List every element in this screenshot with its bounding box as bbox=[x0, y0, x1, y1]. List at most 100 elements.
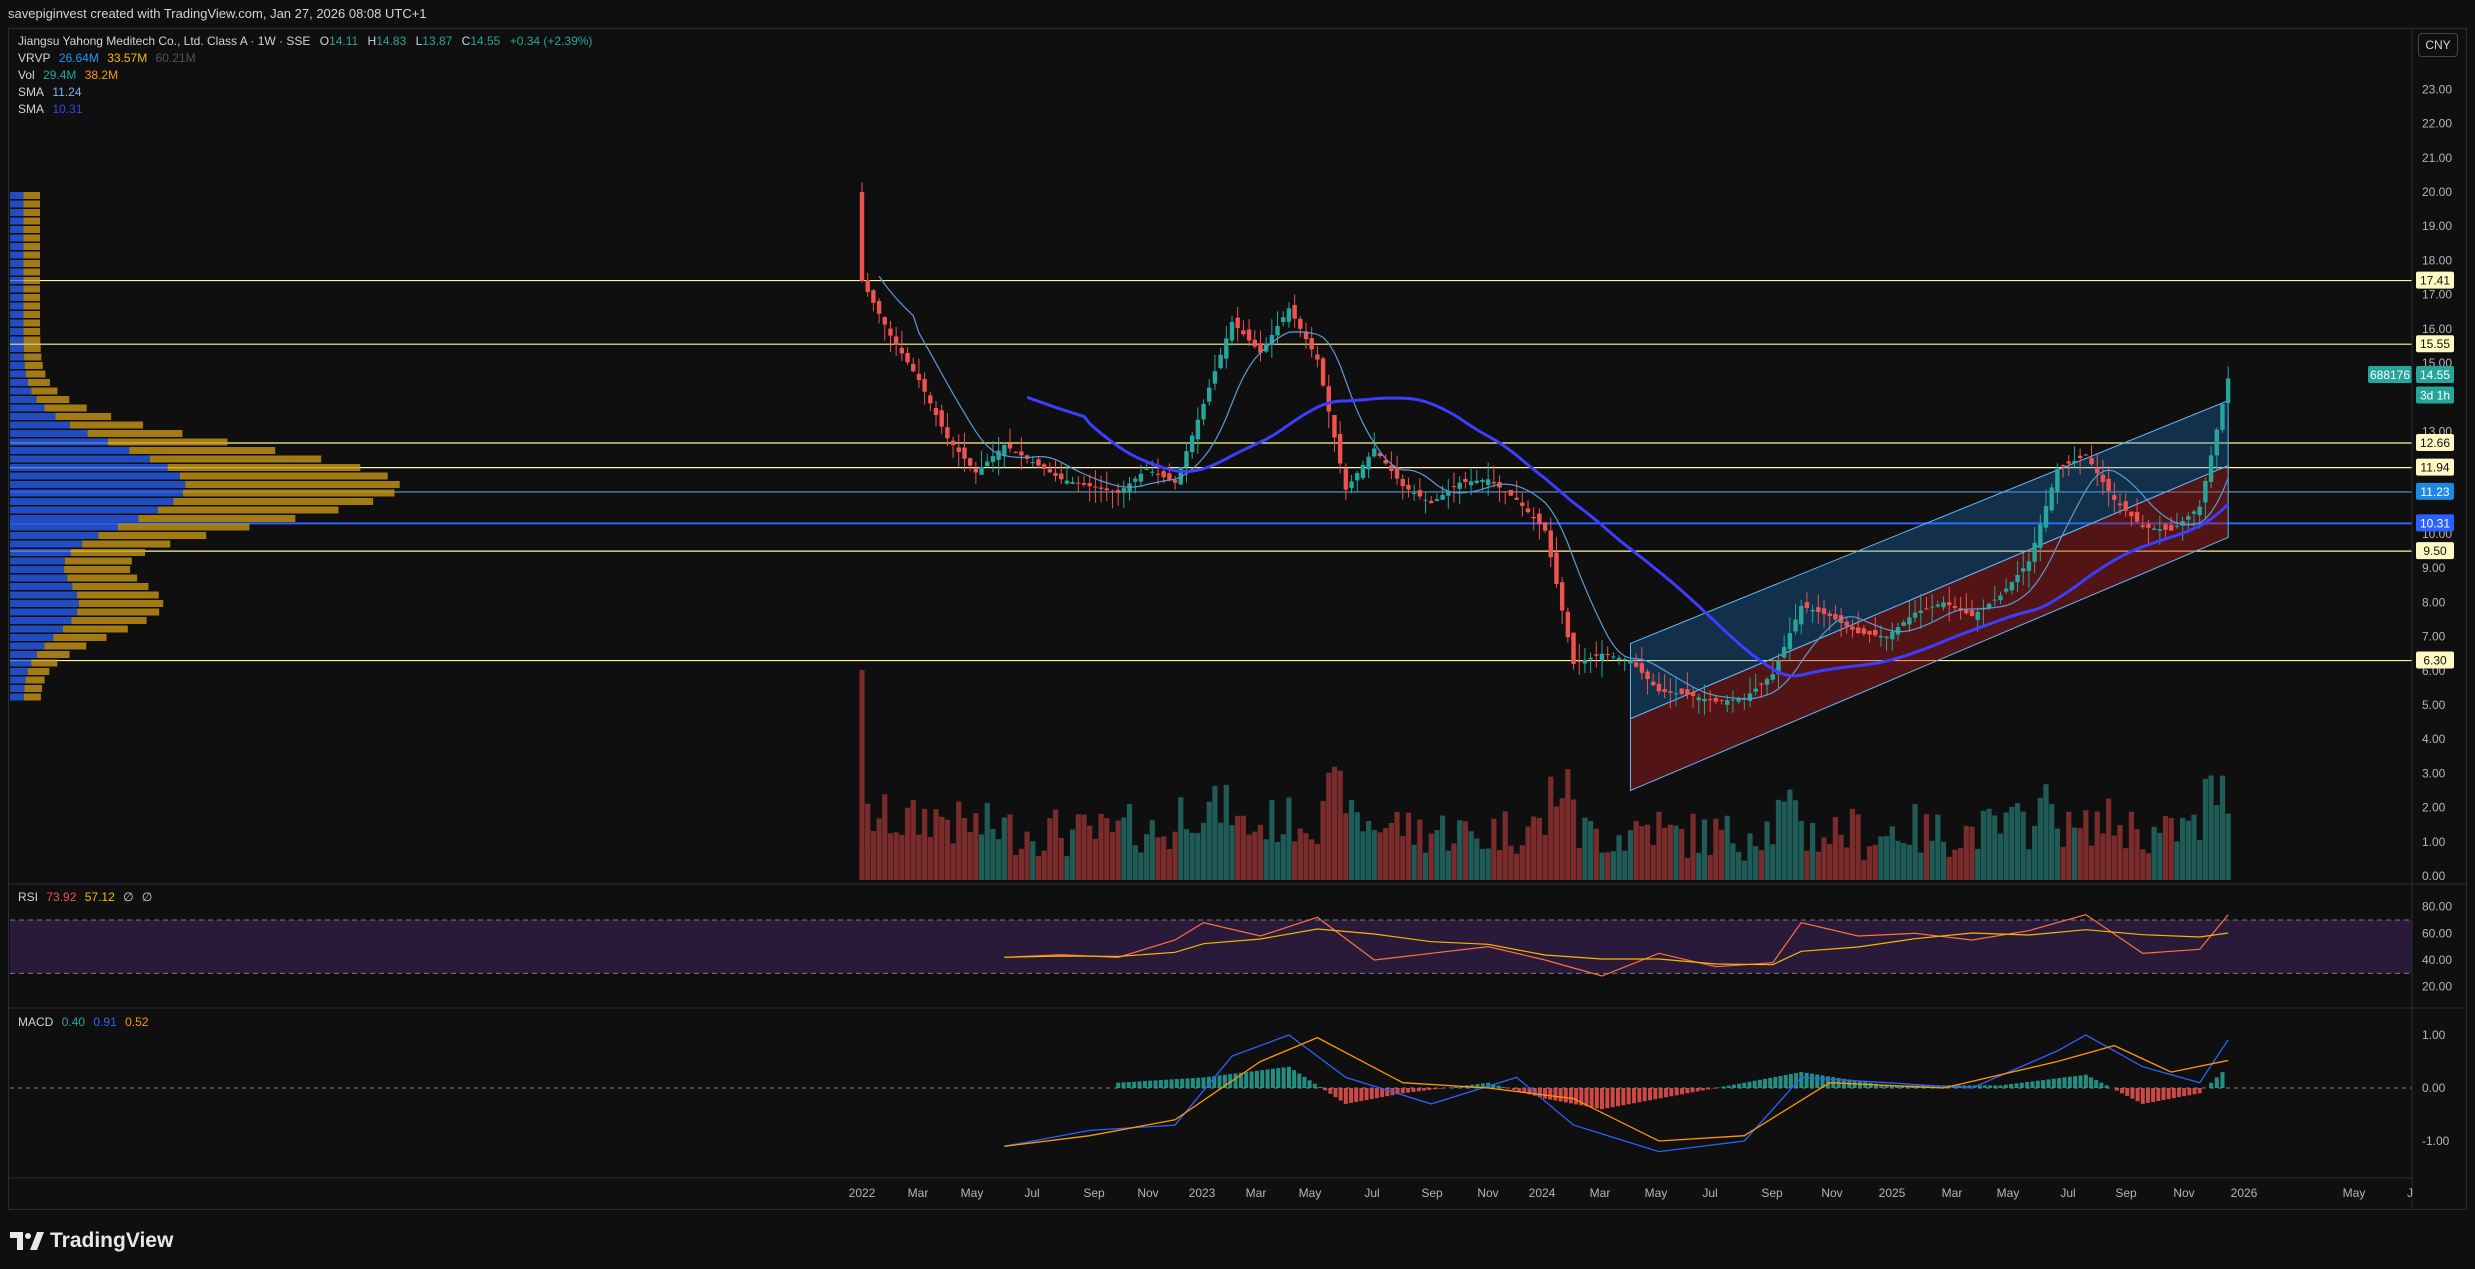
candle-body[interactable] bbox=[1059, 473, 1064, 480]
candle-body[interactable] bbox=[2134, 512, 2140, 522]
candle-body[interactable] bbox=[1685, 689, 1690, 695]
candle-body[interactable] bbox=[1571, 632, 1576, 664]
candle-body[interactable] bbox=[1912, 612, 1918, 618]
candle-body[interactable] bbox=[1104, 488, 1109, 491]
candle-body[interactable] bbox=[1172, 480, 1178, 483]
candle-body[interactable] bbox=[1332, 414, 1337, 438]
candle-body[interactable] bbox=[1064, 480, 1070, 484]
candle-body[interactable] bbox=[1855, 627, 1861, 634]
candle-body[interactable] bbox=[1992, 599, 1997, 601]
candle-body[interactable] bbox=[2055, 469, 2060, 493]
candle-body[interactable] bbox=[2095, 467, 2100, 474]
candle-body[interactable] bbox=[2203, 480, 2208, 503]
candle-body[interactable] bbox=[962, 447, 967, 459]
candle-body[interactable] bbox=[1007, 443, 1013, 449]
candle-body[interactable] bbox=[2208, 455, 2214, 482]
candle-body[interactable] bbox=[1759, 683, 1764, 685]
candle-body[interactable] bbox=[1753, 688, 1758, 692]
vrvp-legend-row[interactable]: VRVP 26.64M 33.57M 60.21M bbox=[18, 50, 592, 67]
candle-body[interactable] bbox=[1616, 657, 1622, 661]
candle-body[interactable] bbox=[1343, 468, 1349, 490]
candle-body[interactable] bbox=[1696, 697, 1701, 701]
candle-body[interactable] bbox=[1673, 693, 1679, 695]
candle-body[interactable] bbox=[1377, 452, 1383, 457]
candle-body[interactable] bbox=[1298, 318, 1303, 329]
candle-body[interactable] bbox=[1115, 490, 1121, 493]
candle-body[interactable] bbox=[1577, 660, 1582, 662]
candle-body[interactable] bbox=[1144, 469, 1149, 471]
candle-body[interactable] bbox=[1924, 608, 1929, 610]
candle-body[interactable] bbox=[973, 468, 979, 473]
candle-body[interactable] bbox=[1622, 659, 1627, 661]
candle-body[interactable] bbox=[1013, 451, 1018, 453]
candle-body[interactable] bbox=[1935, 604, 1941, 607]
candle-body[interactable] bbox=[2220, 404, 2225, 430]
candle-body[interactable] bbox=[1781, 646, 1787, 658]
candle-body[interactable] bbox=[1019, 451, 1024, 456]
candle-body[interactable] bbox=[1127, 483, 1132, 493]
candle-body[interactable] bbox=[893, 336, 899, 345]
candle-body[interactable] bbox=[1651, 681, 1656, 686]
candle-body[interactable] bbox=[1303, 331, 1309, 340]
candle-body[interactable] bbox=[2100, 474, 2106, 483]
candle-body[interactable] bbox=[2151, 528, 2157, 530]
candle-body[interactable] bbox=[2106, 478, 2111, 491]
candle-body[interactable] bbox=[1599, 653, 1605, 661]
candle-body[interactable] bbox=[911, 363, 916, 372]
candle-body[interactable] bbox=[1041, 464, 1047, 470]
candle-body[interactable] bbox=[1167, 473, 1172, 480]
candle-body[interactable] bbox=[1804, 602, 1810, 608]
candle-body[interactable] bbox=[2089, 457, 2094, 465]
candle-body[interactable] bbox=[1668, 691, 1673, 693]
candle-body[interactable] bbox=[1281, 317, 1286, 323]
candle-body[interactable] bbox=[1816, 607, 1821, 612]
candle-body[interactable] bbox=[1582, 659, 1588, 664]
candle-body[interactable] bbox=[2112, 495, 2117, 500]
candle-body[interactable] bbox=[922, 379, 927, 392]
candle-body[interactable] bbox=[1929, 606, 1935, 608]
candle-body[interactable] bbox=[1941, 602, 1946, 608]
candle-body[interactable] bbox=[1776, 660, 1781, 675]
candle-body[interactable] bbox=[1810, 609, 1815, 612]
candle-body[interactable] bbox=[1189, 435, 1195, 453]
candle-body[interactable] bbox=[1679, 688, 1684, 695]
candle-body[interactable] bbox=[1884, 636, 1889, 639]
candle-body[interactable] bbox=[1548, 530, 1553, 558]
candle-body[interactable] bbox=[2021, 568, 2026, 572]
candle-body[interactable] bbox=[1383, 459, 1388, 464]
candle-body[interactable] bbox=[2043, 505, 2049, 528]
candle-body[interactable] bbox=[1349, 481, 1354, 489]
candle-body[interactable] bbox=[2060, 465, 2066, 467]
candle-body[interactable] bbox=[996, 450, 1001, 460]
candle-body[interactable] bbox=[1873, 629, 1878, 636]
candle-body[interactable] bbox=[1150, 471, 1155, 473]
candle-body[interactable] bbox=[1485, 479, 1491, 486]
candle-body[interactable] bbox=[1525, 508, 1531, 513]
candle-body[interactable] bbox=[1178, 466, 1183, 485]
candle-body[interactable] bbox=[1201, 404, 1206, 420]
candle-body[interactable] bbox=[945, 427, 950, 439]
candle-body[interactable] bbox=[1474, 480, 1479, 483]
candle-body[interactable] bbox=[1690, 691, 1696, 697]
candle-body[interactable] bbox=[979, 466, 984, 475]
candle-body[interactable] bbox=[1480, 479, 1485, 482]
candle-body[interactable] bbox=[1207, 387, 1212, 402]
candle-body[interactable] bbox=[1400, 478, 1405, 487]
candle-body[interactable] bbox=[1719, 699, 1724, 701]
candle-body[interactable] bbox=[1588, 657, 1593, 660]
candle-body[interactable] bbox=[865, 280, 870, 292]
candle-body[interactable] bbox=[933, 407, 939, 415]
candle-body[interactable] bbox=[916, 373, 922, 381]
candle-body[interactable] bbox=[1087, 483, 1092, 487]
candle-body[interactable] bbox=[1867, 630, 1872, 635]
candle-body[interactable] bbox=[1969, 609, 1975, 617]
macd-legend[interactable]: MACD 0.40 0.91 0.52 bbox=[18, 1015, 148, 1029]
candle-body[interactable] bbox=[1081, 483, 1087, 485]
candle-body[interactable] bbox=[1411, 492, 1417, 494]
candle-body[interactable] bbox=[2066, 461, 2071, 464]
candle-body[interactable] bbox=[2049, 487, 2054, 511]
candle-body[interactable] bbox=[1235, 317, 1240, 329]
candle-body[interactable] bbox=[1514, 497, 1519, 500]
candle-body[interactable] bbox=[1787, 633, 1793, 650]
